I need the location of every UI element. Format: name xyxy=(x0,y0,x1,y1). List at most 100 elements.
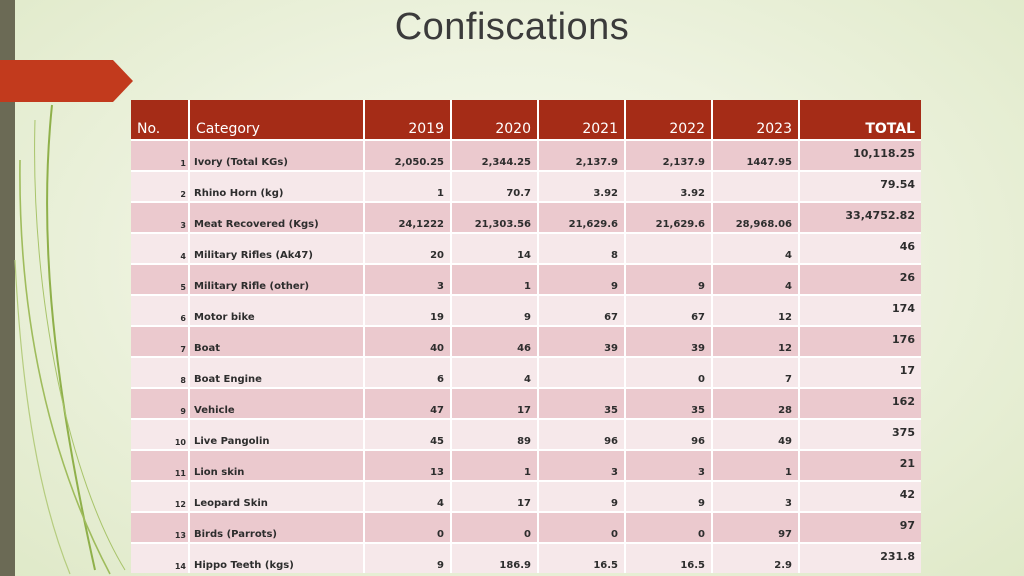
cell-categor: Live Pangolin xyxy=(189,418,365,450)
cell-2019: 45 xyxy=(364,418,452,450)
cell-2021: 8 xyxy=(538,232,626,264)
cell-2023: 28 xyxy=(712,387,800,419)
cell-no: 3 xyxy=(131,201,190,233)
cell-2019: 47 xyxy=(364,387,452,419)
left-accent-bar xyxy=(0,0,15,576)
cell-no: 12 xyxy=(131,480,190,512)
header-2020: 2020 xyxy=(451,100,539,140)
cell-2019: 24,1222 xyxy=(364,201,452,233)
cell-categor: Vehicle xyxy=(189,387,365,419)
cell-categor: Lion skin xyxy=(189,449,365,481)
cell-2022: 35 xyxy=(625,387,713,419)
table-row: 14 Hippo Teeth (kgs) 9 186.9 16.5 16.5 2.9 231.… xyxy=(131,542,921,573)
cell-total: 375 xyxy=(799,418,921,450)
cell-2021: 3 xyxy=(538,449,626,481)
cell-2019: 19 xyxy=(364,294,452,326)
cell-2022: 96 xyxy=(625,418,713,450)
cell-2021: 9 xyxy=(538,263,626,295)
cell-2021 xyxy=(538,356,626,388)
cell-categor: Leopard Skin xyxy=(189,480,365,512)
cell-2019: 6 xyxy=(364,356,452,388)
table-row: 11 Lion skin 13 1 3 3 1 21 xyxy=(131,449,921,481)
cell-categor: Hippo Teeth (kgs) xyxy=(189,542,365,573)
cell-2019: 4 xyxy=(364,480,452,512)
cell-categor: Birds (Parrots) xyxy=(189,511,365,543)
cell-total: 17 xyxy=(799,356,921,388)
cell-no: 10 xyxy=(131,418,190,450)
cell-no: 6 xyxy=(131,294,190,326)
cell-2022: 39 xyxy=(625,325,713,357)
cell-categor: Military Rifle (other) xyxy=(189,263,365,295)
cell-2020: 186.9 xyxy=(451,542,539,573)
cell-total: 33,4752.82 xyxy=(799,201,921,233)
cell-categor: Rhino Horn (kg) xyxy=(189,170,365,202)
cell-2022: 16.5 xyxy=(625,542,713,573)
cell-categor: Boat xyxy=(189,325,365,357)
cell-no: 7 xyxy=(131,325,190,357)
cell-2020: 46 xyxy=(451,325,539,357)
cell-2023 xyxy=(712,170,800,202)
cell-2021: 96 xyxy=(538,418,626,450)
cell-no: 4 xyxy=(131,232,190,264)
table-row: 10 Live Pangolin 45 89 96 96 49 375 xyxy=(131,418,921,450)
title-tab-shape xyxy=(0,60,133,102)
cell-2022: 3.92 xyxy=(625,170,713,202)
cell-2022: 9 xyxy=(625,263,713,295)
header-total: TOTAL xyxy=(799,100,921,140)
cell-categor: Military Rifles (Ak47) xyxy=(189,232,365,264)
cell-2022 xyxy=(625,232,713,264)
cell-2020: 1 xyxy=(451,449,539,481)
header-category: Category xyxy=(189,100,365,140)
cell-total: 176 xyxy=(799,325,921,357)
cell-2020: 89 xyxy=(451,418,539,450)
table-row: 8 Boat Engine 6 4 0 7 17 xyxy=(131,356,921,388)
cell-2019: 3 xyxy=(364,263,452,295)
cell-2023: 2.9 xyxy=(712,542,800,573)
table-row: 6 Motor bike 19 9 67 67 12 174 xyxy=(131,294,921,326)
cell-2021: 0 xyxy=(538,511,626,543)
cell-2020: 9 xyxy=(451,294,539,326)
table-row: 7 Boat 40 46 39 39 12 176 xyxy=(131,325,921,357)
table-row: 3 Meat Recovered (Kgs) 24,1222 21,303.56 21,… xyxy=(131,201,921,233)
cell-2020: 4 xyxy=(451,356,539,388)
cell-total: 21 xyxy=(799,449,921,481)
cell-2021: 9 xyxy=(538,480,626,512)
header-no: No. xyxy=(131,100,190,140)
cell-2019: 13 xyxy=(364,449,452,481)
cell-2023: 12 xyxy=(712,294,800,326)
cell-2022: 21,629.6 xyxy=(625,201,713,233)
cell-2021: 21,629.6 xyxy=(538,201,626,233)
cell-2023: 1447.95 xyxy=(712,139,800,171)
cell-2020: 0 xyxy=(451,511,539,543)
cell-total: 10,118.25 xyxy=(799,139,921,171)
table-row: 9 Vehicle 47 17 35 35 28 162 xyxy=(131,387,921,419)
cell-2021: 67 xyxy=(538,294,626,326)
cell-2023: 1 xyxy=(712,449,800,481)
cell-2022: 0 xyxy=(625,356,713,388)
cell-2022: 2,137.9 xyxy=(625,139,713,171)
cell-2023: 4 xyxy=(712,263,800,295)
table-body: 1 Ivory (Total KGs) 2,050.25 2,344.25 2,137.… xyxy=(131,139,921,573)
cell-2023: 49 xyxy=(712,418,800,450)
table-row: 5 Military Rifle (other) 3 1 9 9 4 26 xyxy=(131,263,921,295)
cell-2020: 1 xyxy=(451,263,539,295)
cell-2020: 17 xyxy=(451,387,539,419)
confiscations-table: No. Category 2019 2020 2021 2022 2023 TO… xyxy=(131,100,921,573)
header-2023: 2023 xyxy=(712,100,800,140)
table-row: 2 Rhino Horn (kg) 1 70.7 3.92 3.92 79.54 xyxy=(131,170,921,202)
header-2019: 2019 xyxy=(364,100,452,140)
table-row: 4 Military Rifles (Ak47) 20 14 8 4 46 xyxy=(131,232,921,264)
cell-no: 1 xyxy=(131,139,190,171)
cell-2022: 0 xyxy=(625,511,713,543)
cell-categor: Meat Recovered (Kgs) xyxy=(189,201,365,233)
cell-2023: 3 xyxy=(712,480,800,512)
cell-2021: 39 xyxy=(538,325,626,357)
cell-no: 11 xyxy=(131,449,190,481)
cell-total: 97 xyxy=(799,511,921,543)
table-row: 13 Birds (Parrots) 0 0 0 0 97 97 xyxy=(131,511,921,543)
cell-2020: 70.7 xyxy=(451,170,539,202)
cell-2020: 2,344.25 xyxy=(451,139,539,171)
cell-total: 174 xyxy=(799,294,921,326)
cell-2022: 3 xyxy=(625,449,713,481)
cell-2023: 97 xyxy=(712,511,800,543)
